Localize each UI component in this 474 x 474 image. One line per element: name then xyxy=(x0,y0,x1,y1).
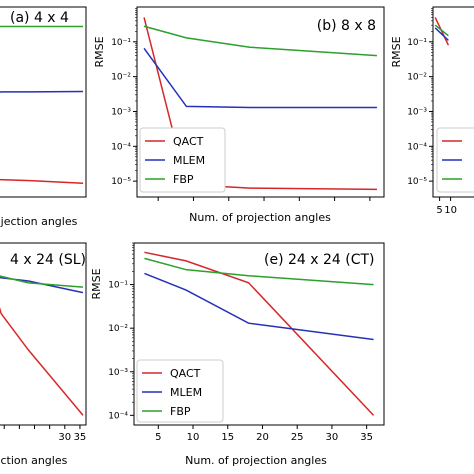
y-tick-label: 10⁻¹ xyxy=(111,38,131,48)
y-tick-label: 10⁻³ xyxy=(111,107,131,117)
y-tick-label: 10⁻³ xyxy=(108,368,128,378)
y-tick-label: 10⁻⁴ xyxy=(111,142,131,152)
legend: QACT MLEM FBP xyxy=(139,127,226,193)
x-tick-label: 30 xyxy=(326,432,339,443)
y-tick-label: 10⁻² xyxy=(407,73,427,83)
legend: QACT MLEM FBP xyxy=(136,359,224,423)
legend-label-fbp: FBP xyxy=(170,405,191,418)
legend-label-mlem: MLEM xyxy=(170,386,202,399)
series-line-mlem xyxy=(143,47,377,109)
plot-frame xyxy=(136,6,385,198)
chart-panel-d: 530354 x 24 (SL)projection angles xyxy=(0,242,87,467)
series-line-mlem xyxy=(144,272,374,341)
series-line-fbp xyxy=(0,275,84,288)
legend-label-fbp: FBP xyxy=(173,173,194,186)
x-axis-label: projection angles xyxy=(0,454,68,467)
y-tick-label: 10⁻⁴ xyxy=(108,411,128,421)
x-tick-label: 30 xyxy=(58,432,71,443)
y-axis-label: RMSE xyxy=(93,36,106,67)
series-line-fbp xyxy=(143,25,377,57)
y-tick-label: 10⁻¹ xyxy=(108,281,128,291)
plot-frame xyxy=(133,242,385,426)
legend-label-qact: QACT xyxy=(170,367,201,380)
legend xyxy=(436,127,474,193)
x-tick-label: 35 xyxy=(74,432,87,443)
x-tick-label: 5 xyxy=(436,205,442,216)
y-tick-label: 10⁻⁵ xyxy=(407,177,427,187)
y-tick-label: 10⁻⁵ xyxy=(111,177,131,187)
series-line-fbp xyxy=(144,257,374,286)
chart-panel-e: 5 10 15 20 25 30 35 10⁻¹ 10⁻² 10⁻³ 10⁻⁴ (e) 24 x 24… xyxy=(90,242,385,467)
x-axis-label: Num. of projection angles xyxy=(185,454,327,467)
chart-panel-c: 5 10 10⁻¹ 10⁻² 10⁻³ 10⁻⁴ 10⁻⁵ RMSE xyxy=(390,6,474,216)
chart-panel-b: 10⁻¹ 10⁻² 10⁻³ 10⁻⁴ 10⁻⁵ (b) 8 x 8 Num. of pro… xyxy=(93,6,385,224)
plot-frame xyxy=(0,242,87,426)
series-line-mlem xyxy=(0,90,84,93)
chart-title: (b) 8 x 8 xyxy=(317,18,376,34)
series-line-qact xyxy=(144,251,375,416)
y-tick-label: 10⁻² xyxy=(108,324,128,334)
chart-panel-a: (a) 4 x 4 projection angles xyxy=(0,6,87,228)
x-tick-label: 25 xyxy=(291,432,304,443)
legend-box xyxy=(139,127,226,193)
chart-title: (e) 24 x 24 (CT) xyxy=(264,252,375,268)
x-tick-label: 35 xyxy=(360,432,373,443)
y-tick-label: 10⁻² xyxy=(111,73,131,83)
x-tick-label: 5 xyxy=(155,432,161,443)
x-tick-label: 10 xyxy=(187,432,200,443)
y-tick-label: 10⁻⁴ xyxy=(407,142,427,152)
x-axis-label: projection angles xyxy=(0,215,78,228)
y-axis-label: RMSE xyxy=(90,268,103,299)
plot-frame xyxy=(432,6,474,198)
chart-title: 4 x 24 (SL) xyxy=(10,252,86,268)
x-tick-label: 10 xyxy=(444,205,457,216)
x-tick-label: 20 xyxy=(256,432,269,443)
plot-frame xyxy=(0,6,87,198)
legend-label-qact: QACT xyxy=(173,135,204,148)
y-tick-label: 10⁻¹ xyxy=(407,38,427,48)
x-tick-label: 15 xyxy=(221,432,234,443)
series-line-mlem xyxy=(434,27,449,41)
legend-box xyxy=(136,359,224,423)
chart-title: (a) 4 x 4 xyxy=(10,10,69,26)
y-axis-label: RMSE xyxy=(390,36,403,67)
x-axis-label: Num. of projection angles xyxy=(189,211,331,224)
series-line-qact xyxy=(0,178,84,185)
legend-label-mlem: MLEM xyxy=(173,154,205,167)
series-line-qact xyxy=(0,306,84,416)
y-tick-label: 10⁻³ xyxy=(407,107,427,117)
series-line-fbp xyxy=(434,24,449,37)
